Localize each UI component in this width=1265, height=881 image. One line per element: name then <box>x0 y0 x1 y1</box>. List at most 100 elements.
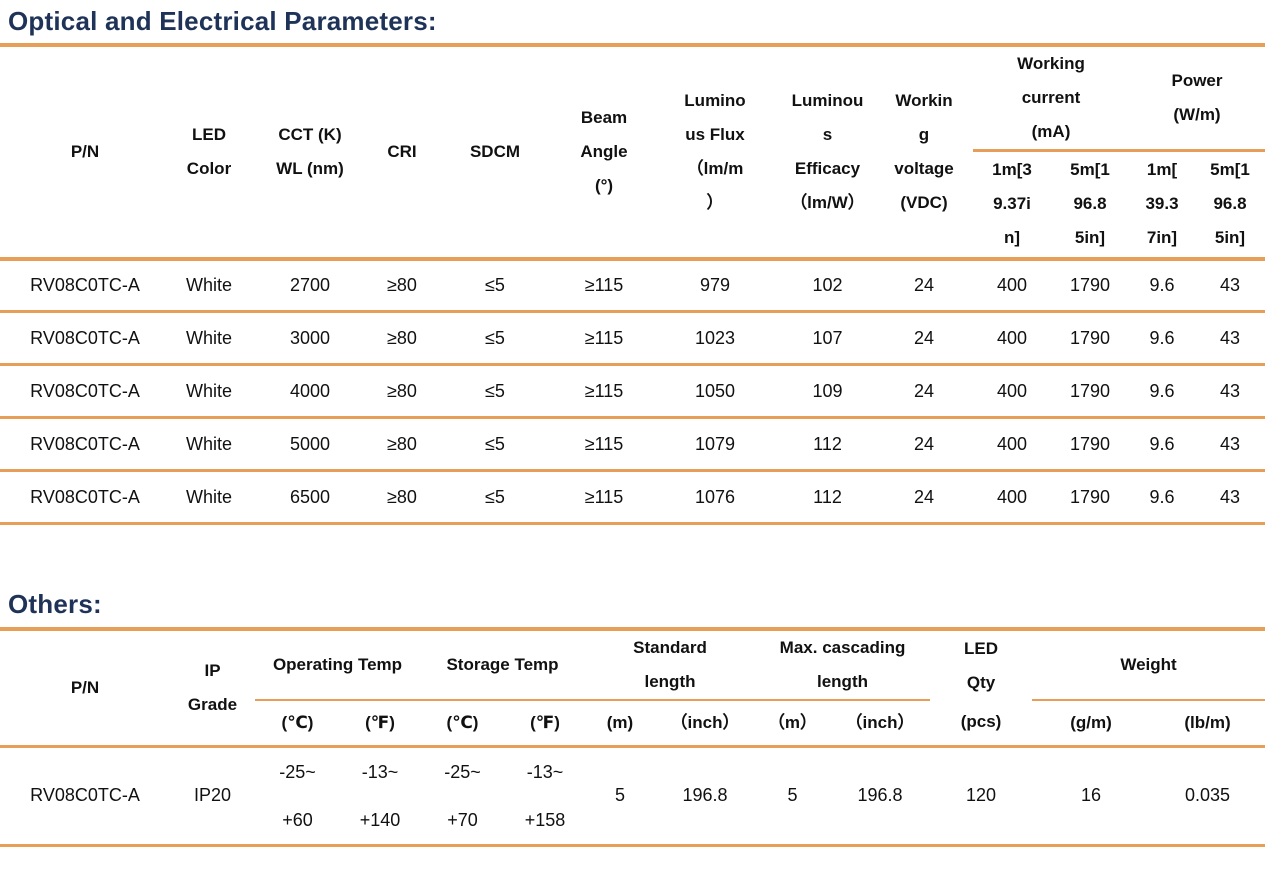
subcolumn-weight-lbm: (lb/m) <box>1150 700 1265 748</box>
table-cell: 400 <box>973 364 1051 419</box>
column-header-beam-angle: Beam Angle (°) <box>558 47 650 261</box>
table-cell: ≥115 <box>558 470 650 525</box>
others-section: Others: P/N IP Grade Operating Temp Stor… <box>0 583 1265 847</box>
table-cell: 196.8 <box>830 746 931 847</box>
table-cell: 400 <box>973 417 1051 472</box>
subcolumn-operating-fahrenheit: (℉) <box>340 700 420 748</box>
table-cell: 43 <box>1195 470 1265 525</box>
subcolumn-operating-celsius: (℃) <box>255 700 340 748</box>
subcolumn-cascading-inch: （inch） <box>830 700 931 748</box>
column-header-working-voltage: Workin g voltage (VDC) <box>875 47 973 261</box>
table-cell: 9.6 <box>1129 417 1195 472</box>
table-cell: 24 <box>875 311 973 366</box>
table-cell: 1790 <box>1051 311 1129 366</box>
header-row-subcolumns: 1m[3 9.37i n] 5m[1 96.8 5in] 1m[ 39.3 7i… <box>0 150 1265 261</box>
subcolumn-weight-gm: (g/m) <box>1032 700 1151 748</box>
section-title-optical-electrical: Optical and Electrical Parameters: <box>8 6 437 36</box>
subcolumn-storage-celsius: (℃) <box>420 700 505 748</box>
table-cell: ≤5 <box>432 364 558 419</box>
table-cell: 112 <box>780 417 875 472</box>
table-cell: 107 <box>780 311 875 366</box>
table-cell: ≥115 <box>558 417 650 472</box>
table-cell: 400 <box>973 258 1051 313</box>
table-cell: ≤5 <box>432 470 558 525</box>
column-header-cct-wl: CCT (K) WL (nm) <box>248 47 372 261</box>
table-row: RV08C0TC-A White 6500 ≥80 ≤5 ≥115 1076 1… <box>0 470 1265 525</box>
column-group-working-current: Working current (mA) <box>973 47 1129 152</box>
table-cell: 24 <box>875 258 973 313</box>
subcolumn-current-5m: 5m[1 96.8 5in] <box>1051 150 1129 261</box>
section-title-others: Others: <box>8 589 102 619</box>
table-cell: -25~ +70 <box>420 746 505 847</box>
table-cell: -25~ +60 <box>255 746 340 847</box>
column-group-power: Power (W/m) <box>1129 47 1265 152</box>
table-cell: RV08C0TC-A <box>0 311 170 366</box>
table-cell: White <box>170 364 248 419</box>
table-cell: White <box>170 470 248 525</box>
table-cell: 5 <box>585 746 655 847</box>
table-cell: 1076 <box>650 470 780 525</box>
column-header-pn: P/N <box>0 47 170 261</box>
optical-electrical-table: P/N LED Color CCT (K) WL (nm) CRI SDCM B… <box>0 47 1265 525</box>
table-cell: 2700 <box>248 258 372 313</box>
table-cell: ≥115 <box>558 311 650 366</box>
column-group-standard-length: Standard length <box>585 631 755 701</box>
table-cell: 5 <box>755 746 830 847</box>
table-cell: 5000 <box>248 417 372 472</box>
table-cell: RV08C0TC-A <box>0 417 170 472</box>
table-cell: ≤5 <box>432 417 558 472</box>
subcolumn-cascading-m: （m） <box>755 700 830 748</box>
header-row-subcolumns: (℃) (℉) (℃) (℉) (m) （inch） （m） （inch） (p… <box>0 700 1265 748</box>
table-cell: 120 <box>930 746 1033 847</box>
table-cell: 24 <box>875 364 973 419</box>
column-header-ip-grade: IP Grade <box>170 631 255 748</box>
title-divider <box>0 627 1265 631</box>
table-cell: 43 <box>1195 258 1265 313</box>
table-row: RV08C0TC-A White 5000 ≥80 ≤5 ≥115 1079 1… <box>0 417 1265 472</box>
table-cell: 16 <box>1032 746 1151 847</box>
table-cell: 24 <box>875 470 973 525</box>
table-cell: 24 <box>875 417 973 472</box>
subcolumn-current-1m: 1m[3 9.37i n] <box>973 150 1051 261</box>
table-cell: 1023 <box>650 311 780 366</box>
table-cell: ≤5 <box>432 258 558 313</box>
table-cell: White <box>170 311 248 366</box>
table-cell: 196.8 <box>655 746 755 847</box>
header-row-groups: P/N LED Color CCT (K) WL (nm) CRI SDCM B… <box>0 47 1265 261</box>
table-cell: 1050 <box>650 364 780 419</box>
table-cell: 1790 <box>1051 417 1129 472</box>
table-cell: ≥80 <box>372 470 432 525</box>
table-cell: 1790 <box>1051 470 1129 525</box>
table-cell: ≥80 <box>372 364 432 419</box>
others-table: P/N IP Grade Operating Temp Storage Temp… <box>0 631 1265 847</box>
subcolumn-power-5m: 5m[1 96.8 5in] <box>1195 150 1265 261</box>
table-cell: 109 <box>780 364 875 419</box>
column-group-storage-temp: Storage Temp <box>420 631 585 701</box>
column-header-luminous-flux: Lumino us Flux （lm/m ） <box>650 47 780 261</box>
table-cell: 1079 <box>650 417 780 472</box>
column-group-operating-temp: Operating Temp <box>255 631 420 701</box>
title-divider <box>0 43 1265 47</box>
table-cell: 400 <box>973 311 1051 366</box>
subcolumn-standard-m: (m) <box>585 700 655 748</box>
column-header-cri: CRI <box>372 47 432 261</box>
column-header-pn: P/N <box>0 631 170 748</box>
table-cell: IP20 <box>170 746 255 847</box>
table-cell: RV08C0TC-A <box>0 746 170 847</box>
table-cell: White <box>170 258 248 313</box>
table-cell: 9.6 <box>1129 364 1195 419</box>
subcolumn-standard-inch: （inch） <box>655 700 755 748</box>
table-cell: RV08C0TC-A <box>0 364 170 419</box>
subcolumn-led-pcs: (pcs) <box>930 700 1033 748</box>
table-cell: 9.6 <box>1129 311 1195 366</box>
table-cell: ≥80 <box>372 258 432 313</box>
table-cell: 979 <box>650 258 780 313</box>
table-cell: 43 <box>1195 311 1265 366</box>
column-header-sdcm: SDCM <box>432 47 558 261</box>
table-cell: ≥80 <box>372 417 432 472</box>
column-group-weight: Weight <box>1032 631 1265 701</box>
table-cell: ≤5 <box>432 311 558 366</box>
table-cell: ≥80 <box>372 311 432 366</box>
column-group-max-cascading-length: Max. cascading length <box>755 631 931 701</box>
